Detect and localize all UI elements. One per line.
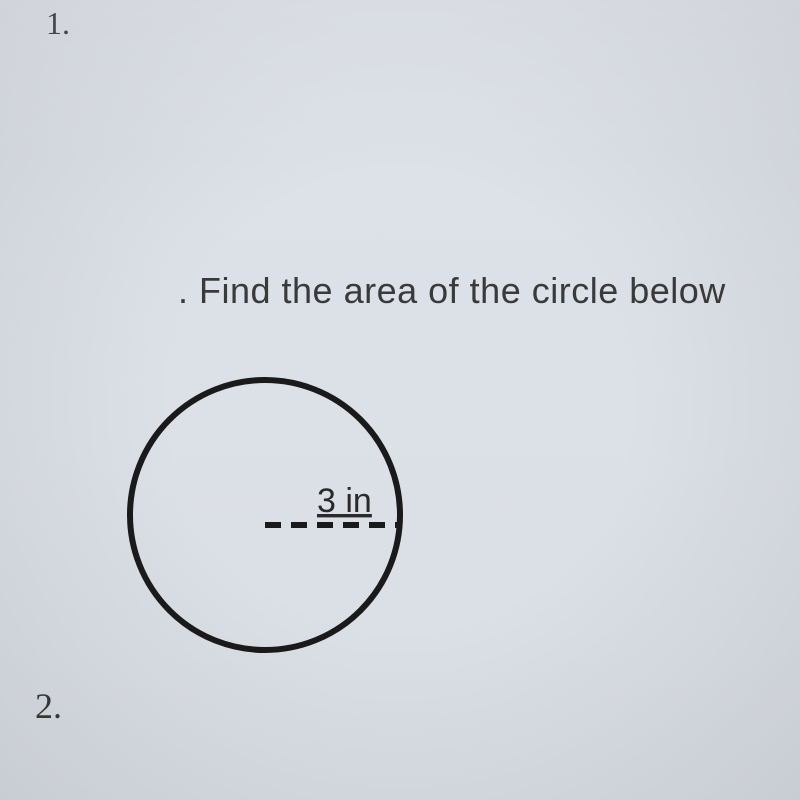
circle-diagram: 3 in <box>120 370 410 660</box>
problem-number-2: 2. <box>35 685 62 727</box>
question-text: . Find the area of the circle below <box>178 270 726 312</box>
radius-label: 3 in <box>317 482 372 520</box>
problem-number-1: 1. <box>46 5 70 42</box>
